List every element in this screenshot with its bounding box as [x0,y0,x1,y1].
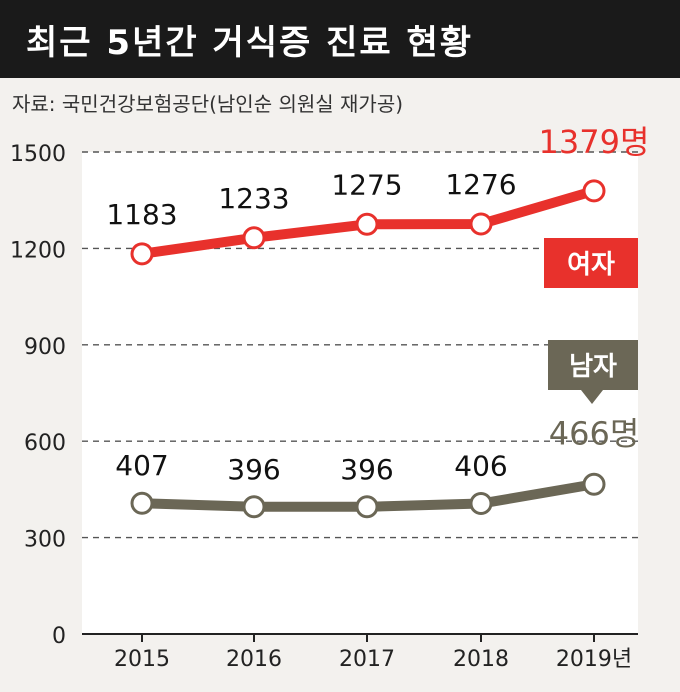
y-tick-label: 0 [52,624,66,649]
legend-male: 남자 [548,340,638,404]
data-label: 407 [115,449,168,482]
chart-title: 최근 5년간 거식증 진료 현황 [26,22,474,63]
data-label: 406 [454,450,507,483]
x-tick-label: 2015 [114,647,170,672]
y-tick-labels: 0 300 600 900 1200 1500 [10,142,66,649]
data-point [355,495,379,519]
data-label: 1379명 [539,123,650,161]
series-female: 1183 1233 1275 1276 1379명 [106,123,650,266]
data-label: 1276 [445,168,516,201]
y-tick-label: 1200 [10,238,66,263]
data-point [130,491,154,515]
data-label: 396 [340,453,393,486]
legend-male-label: 남자 [569,352,617,382]
data-point [582,179,606,203]
x-tick-label: 2019년 [556,647,632,672]
legend: 여자 남자 [544,238,638,404]
y-tick-label: 900 [24,335,66,360]
gridlines [82,151,638,539]
y-tick-label: 600 [24,431,66,456]
y-tick-label: 1500 [10,142,66,167]
data-label: 396 [227,453,280,486]
x-tick-label: 2016 [226,647,282,672]
data-point [469,492,493,516]
series-male: 407 396 396 406 466명 [115,414,640,519]
data-label: 466명 [549,414,640,452]
data-point [582,472,606,496]
x-tick-label: 2017 [339,647,395,672]
data-point [355,212,379,236]
x-tick-label: 2018 [453,647,509,672]
data-point [469,212,493,236]
source-note: 자료: 국민건강보험공단(남인순 의원실 재가공) [12,92,404,116]
data-point [242,226,266,250]
legend-male-box [548,340,638,390]
legend-female-label: 여자 [567,250,615,280]
x-axis: 2015 2016 2017 2018 2019년 [82,633,638,672]
legend-male-pointer [581,390,603,404]
y-tick-label: 300 [24,528,66,553]
data-point [130,242,154,266]
legend-female-box [544,238,638,288]
title-bar: 최근 5년간 거식증 진료 현황 [0,0,680,78]
data-label: 1275 [331,168,402,201]
data-label: 1233 [218,182,289,215]
data-point [242,495,266,519]
data-label: 1183 [106,198,177,231]
legend-female: 여자 [544,238,638,288]
